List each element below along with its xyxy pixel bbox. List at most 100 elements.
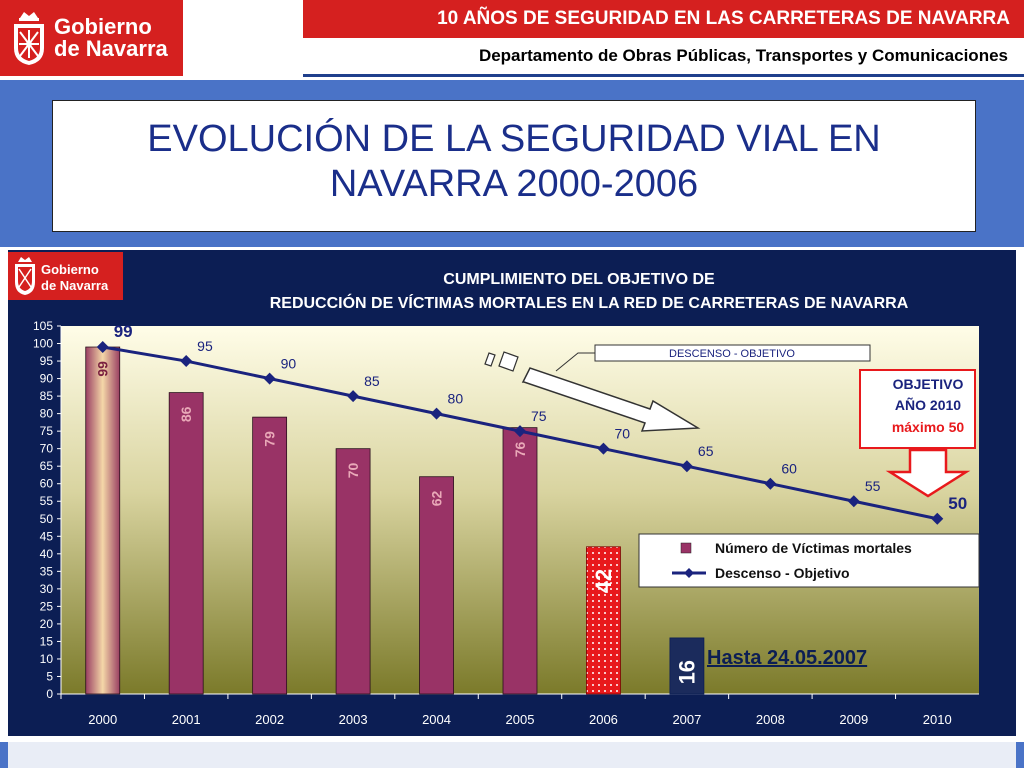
y-tick-label: 40 xyxy=(40,547,54,561)
objetivo-down-arrow-icon xyxy=(885,448,971,498)
y-tick-label: 55 xyxy=(40,494,54,508)
objective-point xyxy=(764,477,777,490)
objective-value-label: 80 xyxy=(448,391,464,407)
chart-logo-line-2: de Navarra xyxy=(41,278,109,293)
bar-2006 xyxy=(586,546,621,695)
bar-value-label: 62 xyxy=(428,490,444,506)
bar-value-label: 79 xyxy=(262,431,278,447)
objective-value-label: 99 xyxy=(114,322,133,341)
bars: 99 86 79 70 62 76 42 16 xyxy=(85,346,705,695)
logo-line-2: de Navarra xyxy=(54,36,168,61)
y-tick-label: 60 xyxy=(40,477,54,491)
y-tick-label: 85 xyxy=(40,389,54,403)
y-tick-label: 95 xyxy=(40,354,54,368)
y-tick-label: 105 xyxy=(33,319,53,333)
bar-value-label: 86 xyxy=(178,406,194,422)
objetivo-line-2: AÑO 2010 xyxy=(895,396,961,413)
y-tick-label: 100 xyxy=(33,337,53,351)
logo-line-1: Gobierno xyxy=(54,14,152,39)
legend: Número de Víctimas mortales Descenso - O… xyxy=(638,533,980,588)
objective-value-label: 75 xyxy=(531,408,547,424)
x-tick-label: 2003 xyxy=(339,712,368,727)
slide-title-line-1: EVOLUCIÓN DE LA SEGURIDAD VIAL EN xyxy=(147,118,881,160)
chart-title-line-1: CUMPLIMIENTO DEL OBJETIVO DE xyxy=(443,271,715,288)
objective-value-label: 50 xyxy=(948,494,967,513)
y-tick-label: 0 xyxy=(46,687,53,701)
bar-value-label: 76 xyxy=(512,441,528,457)
objective-point xyxy=(180,355,193,368)
y-tick-label: 30 xyxy=(40,582,54,596)
objective-value-label: 70 xyxy=(614,426,630,442)
legend-bar-label: Número de Víctimas mortales xyxy=(715,540,912,556)
x-tick-label: 2000 xyxy=(88,712,117,727)
bar-value-label: 16 xyxy=(675,660,700,684)
bar-2002 xyxy=(252,416,288,695)
x-tick-label: 2009 xyxy=(839,712,868,727)
bar-2005 xyxy=(502,427,538,695)
chart-panel: Gobierno de Navarra CUMPLIMIENTO DEL OBJ… xyxy=(8,250,1016,736)
banner-text: 10 AÑOS DE SEGURIDAD EN LAS CARRETERAS D… xyxy=(437,8,1010,29)
objective-value-label: 95 xyxy=(197,338,213,354)
objetivo-line-1: OBJETIVO xyxy=(893,376,964,392)
legend-box xyxy=(638,533,980,588)
objective-line: 99 95 90 85 80 75 70 65 60 55 50 xyxy=(96,322,967,525)
y-tick-label: 25 xyxy=(40,599,54,613)
bar-2007 xyxy=(669,637,705,695)
y-tick-label: 5 xyxy=(46,669,53,683)
x-tick-label: 2007 xyxy=(672,712,701,727)
hasta-annotation: Hasta 24.05.2007 xyxy=(707,647,867,669)
department-bar: Departamento de Obras Públicas, Transpor… xyxy=(303,38,1024,77)
bottom-strip xyxy=(0,742,1024,768)
objective-value-label: 90 xyxy=(281,356,297,372)
objective-value-label: 60 xyxy=(781,461,797,477)
top-banner: 10 AÑOS DE SEGURIDAD EN LAS CARRETERAS D… xyxy=(303,0,1024,38)
x-ticks: 2000 2001 2002 2003 2004 2005 2006 2007 2008 2009… xyxy=(60,694,952,727)
bar-2000 xyxy=(85,346,121,695)
y-tick-label: 20 xyxy=(40,617,54,631)
x-tick-label: 2010 xyxy=(923,712,952,727)
legend-line-marker xyxy=(684,568,694,578)
gobierno-navarra-logo[interactable]: Gobierno de Navarra xyxy=(0,0,183,76)
bar-value-label: 99 xyxy=(95,361,111,377)
objective-point xyxy=(96,341,109,354)
y-tick-label: 80 xyxy=(40,407,54,421)
objective-point xyxy=(847,495,860,508)
objective-point xyxy=(263,372,276,385)
x-tick-label: 2001 xyxy=(172,712,201,727)
descenso-callout: DESCENSO - OBJETIVO xyxy=(555,344,871,372)
objective-value-label: 55 xyxy=(865,478,881,494)
y-tick-label: 90 xyxy=(40,372,54,386)
objective-point xyxy=(430,407,443,420)
bar-value-label: 42 xyxy=(591,569,616,593)
objective-point xyxy=(347,390,360,403)
bar-value-label: 70 xyxy=(345,462,361,478)
x-tick-label: 2002 xyxy=(255,712,284,727)
slide-title-box: EVOLUCIÓN DE LA SEGURIDAD VIAL EN NAVARR… xyxy=(52,100,976,232)
y-tick-label: 45 xyxy=(40,529,54,543)
y-tick-label: 10 xyxy=(40,652,54,666)
bar-2004 xyxy=(419,476,454,695)
objective-value-label: 65 xyxy=(698,443,714,459)
x-tick-label: 2005 xyxy=(506,712,535,727)
bar-2003 xyxy=(335,448,371,695)
objective-point xyxy=(931,512,944,525)
header: Gobierno de Navarra 10 AÑOS DE SEGURIDAD… xyxy=(0,0,1024,80)
objetivo-line-3: máximo 50 xyxy=(892,419,965,435)
bar-2001 xyxy=(168,392,204,695)
y-tick-label: 70 xyxy=(40,442,54,456)
y-tick-label: 50 xyxy=(40,512,54,526)
y-tick-label: 15 xyxy=(40,634,54,648)
legend-bar-swatch xyxy=(680,542,692,554)
y-tick-label: 65 xyxy=(40,459,54,473)
y-ticks: 0 5 10 15 20 25 30 35 40 45 50 55 60 65 70 75 80 85 90 95 10… xyxy=(33,319,61,701)
x-tick-label: 2008 xyxy=(756,712,785,727)
objective-point xyxy=(597,442,610,455)
descenso-leader-line xyxy=(555,352,595,372)
legend-line-label: Descenso - Objetivo xyxy=(715,565,850,581)
objective-point xyxy=(514,425,526,438)
objetivo-callout: OBJETIVO AÑO 2010 máximo 50 xyxy=(859,369,976,498)
slide-title-line-2: NAVARRA 2000-2006 xyxy=(329,163,699,205)
objective-value-label: 85 xyxy=(364,373,380,389)
y-tick-label: 75 xyxy=(40,424,54,438)
chart-logo: Gobierno de Navarra xyxy=(8,252,123,300)
